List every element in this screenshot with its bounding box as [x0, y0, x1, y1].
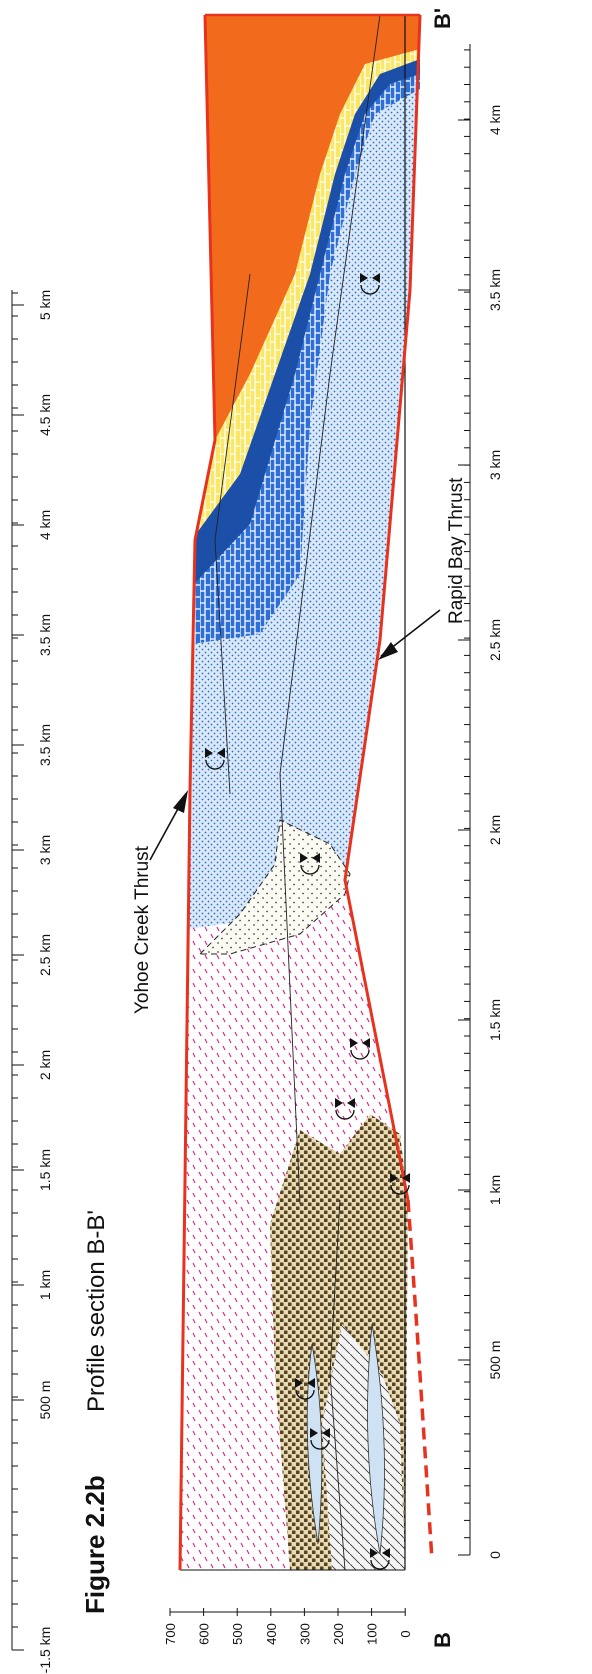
scale-label: 500 m [487, 1341, 503, 1380]
scale-label: 4.5 km [37, 394, 53, 436]
scale-label: 1.5 km [487, 999, 503, 1041]
elevation-label: 400 [264, 1623, 279, 1645]
scale-label: 5 km [37, 290, 53, 320]
scale-label: 1.5 km [37, 1149, 53, 1191]
elevation-label: 200 [331, 1623, 346, 1645]
section-end-label: B' [430, 8, 455, 29]
elevation-label: 300 [297, 1623, 312, 1645]
elevation-label: 500 [230, 1623, 245, 1645]
arrowhead [173, 790, 188, 813]
scale-label: 4 km [487, 105, 503, 135]
scale-label: 3.5 km [37, 724, 53, 766]
figure-number: Figure 2.2b [80, 1475, 110, 1614]
elevation-label: 0 [398, 1630, 413, 1637]
scale-label: 2 km [37, 1050, 53, 1080]
scale-label: 2.5 km [487, 619, 503, 661]
scale-label: 3.5 km [37, 614, 53, 656]
scale-label: 500 m [37, 1381, 53, 1420]
page: {"figure": {"number": "Figure 2.2b", "ti… [0, 0, 592, 1674]
figure-title: Profile section B-B' [83, 1210, 110, 1412]
scale-label: 2 km [487, 815, 503, 845]
cross-section: Figure 2.2b Profile section B-B' Yohoe C… [12, 8, 503, 1673]
scale-label: 3.5 km [487, 269, 503, 311]
scale-label: 3 km [487, 450, 503, 480]
scale-label: 2.5 km [37, 934, 53, 976]
elevation-label: 700 [163, 1623, 178, 1645]
elevation-label: 600 [197, 1623, 212, 1645]
thrust-label: Rapid Bay Thrust [446, 477, 467, 624]
elevation-label: 100 [365, 1623, 380, 1645]
thrust-label: Yohoe Creek Thrust [132, 845, 153, 1014]
scale-label: 0 [487, 1551, 503, 1559]
scale-label: -1.5 km [37, 1627, 53, 1674]
section-end-label: B [430, 1632, 455, 1648]
scale-label: 3 km [37, 835, 53, 865]
scale-label: 1 km [37, 1270, 53, 1300]
thrust-dashed [408, 1200, 432, 1560]
scale-label: 4 km [37, 510, 53, 540]
scale-label: 1 km [487, 1175, 503, 1205]
figure: Figure 2.2b Profile section B-B' Yohoe C… [0, 0, 592, 1674]
